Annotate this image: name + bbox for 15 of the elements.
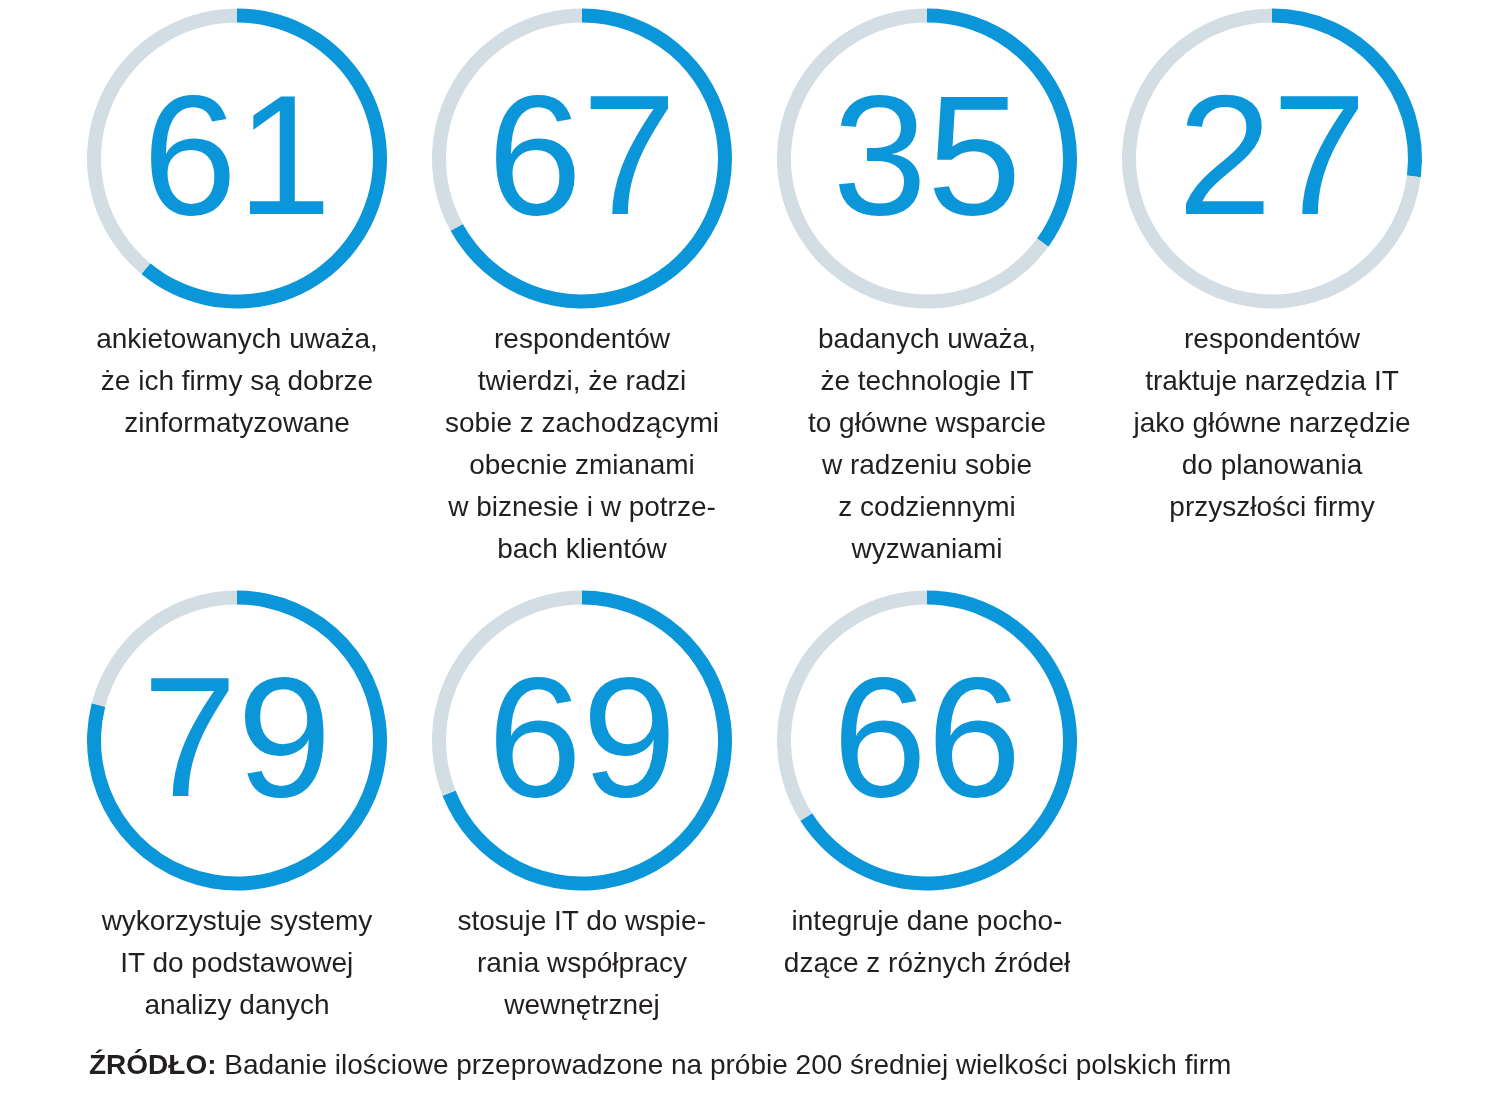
- data-label: 27: [1177, 59, 1367, 250]
- data-label: 61: [142, 59, 332, 250]
- text: respondentów twierdzi, że radzi sobie z zachodzącymi obecnie zmianami w biznesie i w potrze- bach klientów: [445, 322, 719, 565]
- text: integruje dane pocho- dzące z różnych źródeł: [783, 904, 1071, 978]
- data-label: 79: [142, 641, 332, 832]
- text: ŹRÓDŁO: Badanie ilościowe przeprowadzone na próbie 200 średniej wielkości polskich firm: [88, 1048, 1232, 1081]
- text: ankietowanych uważa, że ich firmy są dobrze zinformatyzowane: [96, 322, 378, 438]
- text: respondentów traktuje narzędzia IT jako główne narzędzie do planowania przyszłości firmy: [1132, 322, 1411, 523]
- data-label: 35: [832, 59, 1022, 250]
- data-label: 66: [832, 641, 1022, 832]
- text: badanych uważa, że technologie IT to główne wsparcie w radzeniu sobie z codziennymi wyzwaniami: [807, 322, 1047, 565]
- data-label: 67: [487, 59, 677, 250]
- text: wykorzystuje systemy IT do podstawowej analizy danych: [100, 904, 373, 1020]
- text: stosuje IT do wspie- rania współpracy wewnętrznej: [457, 904, 706, 1020]
- data-label: 69: [487, 641, 677, 832]
